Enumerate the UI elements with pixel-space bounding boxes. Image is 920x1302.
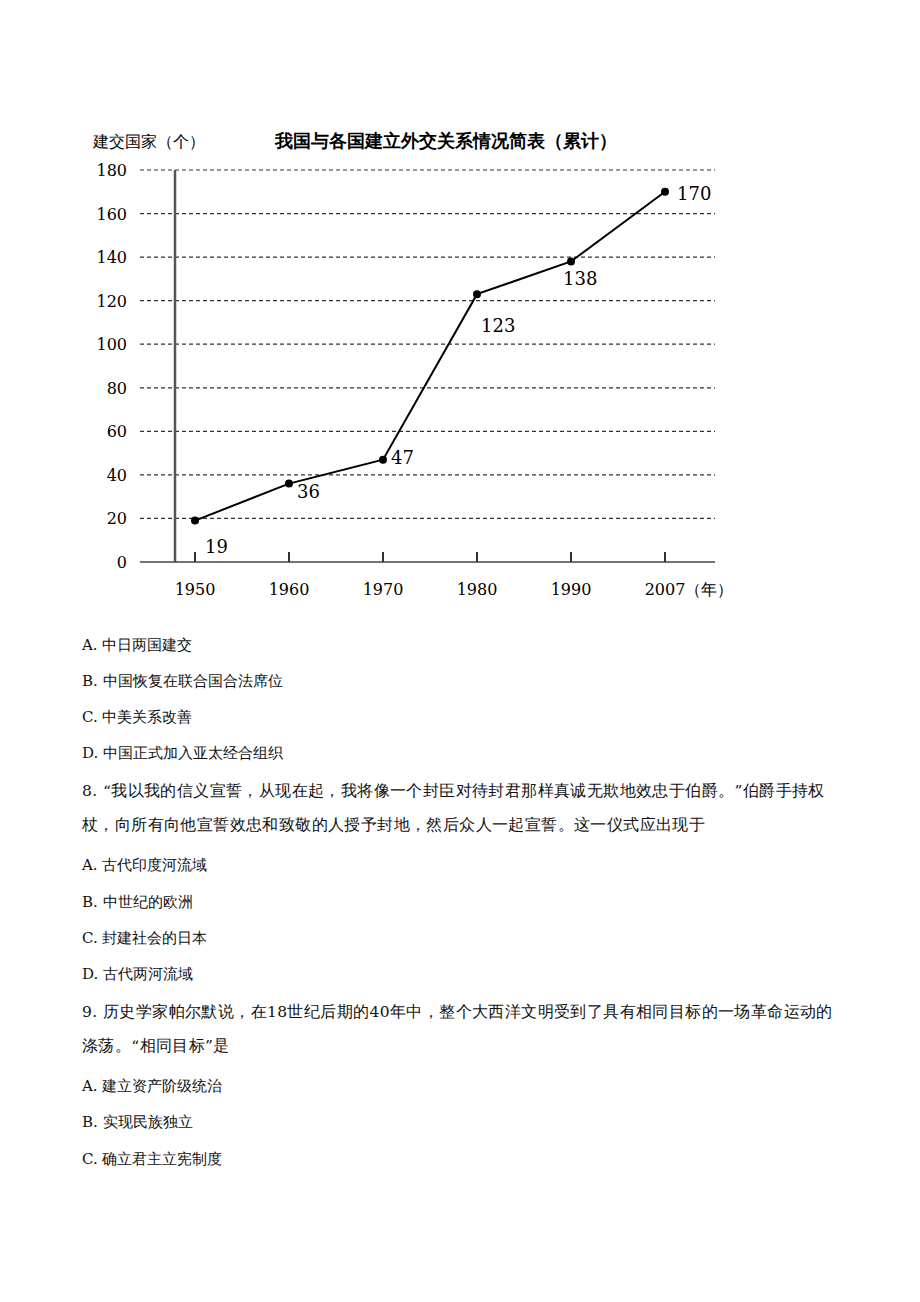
question-stem: 8. “我以我的信义宣誓，从现在起，我将像一个封臣对待封君那样真诚无欺地效忠于伯…: [82, 774, 834, 842]
x-tick: [570, 552, 572, 562]
y-tick-label: 0: [117, 553, 127, 572]
data-label: 170: [677, 183, 711, 204]
y-tick-label: 60: [107, 422, 127, 441]
page: {"chart_data": {"type": "line", "title":…: [0, 0, 920, 1302]
grid-line: [140, 213, 715, 214]
option: B. 实现民族独立: [82, 1105, 193, 1139]
y-tick-label: 40: [107, 466, 127, 485]
option: C. 封建社会的日本: [82, 921, 207, 955]
x-tick: [476, 552, 478, 562]
data-label: 19: [205, 536, 228, 557]
x-tick: [664, 552, 666, 562]
data-point: [473, 290, 481, 298]
chart-title: 我国与各国建立外交关系情况简表（累计）: [274, 130, 617, 151]
data-label: 36: [297, 481, 320, 502]
grid-line: [140, 344, 715, 345]
grid-line: [140, 300, 715, 301]
option: A. 古代印度河流域: [82, 848, 207, 882]
option: D. 中国正式加入亚太经合组织: [82, 736, 283, 770]
grid-line: [140, 387, 715, 388]
y-axis-label: 建交国家（个）: [92, 132, 205, 151]
y-tick-label: 120: [96, 292, 127, 311]
data-label: 47: [391, 447, 414, 468]
grid-line: [140, 431, 715, 432]
question-stem: 9. 历史学家帕尔默说，在18世纪后期的40年中，整个大西洋文明受到了具有相同目…: [82, 995, 834, 1063]
data-label: 123: [481, 315, 515, 336]
grid-line: [140, 257, 715, 258]
option: A. 中日两国建交: [82, 628, 192, 662]
x-tick-label: 1990: [551, 580, 592, 599]
y-tick-label: 20: [107, 509, 127, 528]
x-tick: [288, 552, 290, 562]
data-point: [285, 480, 293, 488]
data-line: [195, 192, 665, 521]
plot-area: [191, 188, 669, 525]
x-tick-label: 1980: [457, 580, 498, 599]
x-tick-label: 1970: [363, 580, 404, 599]
chart: 我国与各国建立外交关系情况简表（累计） 建交国家（个） 0 20 40 60 80 100 12…: [0, 0, 920, 620]
x-tick-label: 2007: [645, 580, 686, 599]
y-tick-label: 100: [96, 335, 127, 354]
y-tick-label: 80: [107, 379, 127, 398]
data-label: 138: [563, 268, 597, 289]
y-axis: [174, 170, 177, 562]
grid-line: [140, 474, 715, 475]
option: C. 中美关系改善: [82, 700, 192, 734]
x-tick-label: 1950: [175, 580, 216, 599]
grid-line: [140, 518, 715, 519]
y-tick-label: 140: [96, 248, 127, 267]
option: D. 古代两河流域: [82, 957, 193, 991]
option: B. 中国恢复在联合国合法席位: [82, 664, 283, 698]
data-point: [661, 188, 669, 196]
x-axis: [140, 561, 715, 563]
x-axis-label: （年）: [685, 580, 733, 599]
data-point: [191, 517, 199, 525]
option: B. 中世纪的欧洲: [82, 885, 193, 919]
x-tick: [382, 552, 384, 562]
grid-line: [140, 169, 715, 170]
x-tick: [194, 552, 196, 562]
y-tick-label: 160: [96, 205, 127, 224]
option: C. 确立君主立宪制度: [82, 1142, 222, 1176]
option: A. 建立资产阶级统治: [82, 1069, 222, 1103]
x-tick-label: 1960: [269, 580, 310, 599]
y-tick-label: 180: [96, 161, 127, 180]
data-point: [567, 257, 575, 265]
data-point: [379, 456, 387, 464]
